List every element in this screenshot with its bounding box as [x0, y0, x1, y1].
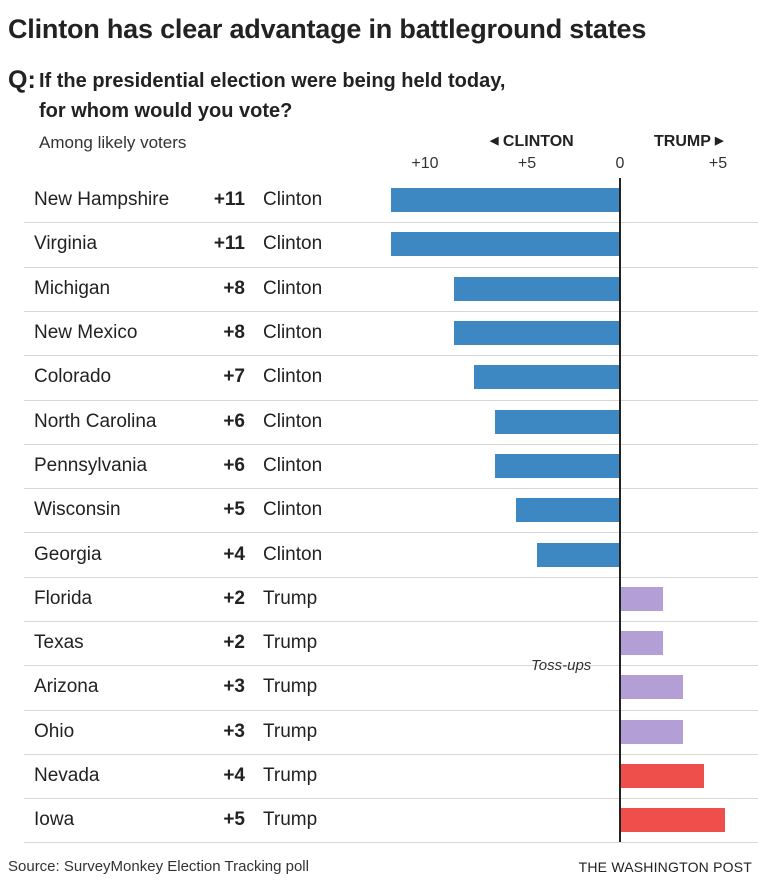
winner-label: Trump [263, 809, 318, 830]
state-label: New Mexico [34, 322, 138, 343]
state-label: Georgia [34, 544, 102, 565]
trump-side-text: TRUMP [654, 133, 711, 150]
winner-label: Trump [263, 721, 318, 742]
bar-new-mexico [453, 321, 620, 345]
row-divider [24, 710, 758, 711]
winner-label: Trump [263, 765, 318, 786]
state-label: Texas [34, 632, 84, 653]
margin-label: +6 [223, 455, 245, 476]
bar-michigan [453, 277, 620, 301]
bar-arizona [621, 675, 684, 699]
row-divider [24, 355, 758, 356]
bar-texas [621, 631, 663, 655]
row-divider [24, 444, 758, 445]
bar-florida [621, 587, 663, 611]
winner-label: Clinton [263, 233, 323, 254]
zero-axis-line [619, 178, 621, 842]
state-label: Colorado [34, 366, 112, 387]
chart-title: Clinton has clear advantage in battlegro… [8, 14, 647, 44]
state-label: Pennsylvania [34, 455, 148, 476]
axis-tick-right-5: +5 [708, 155, 728, 172]
question-line-2: for whom would you vote? [39, 100, 293, 122]
bar-iowa [621, 808, 725, 832]
publisher-credit: THE WASHINGTON POST [578, 859, 752, 875]
winner-label: Clinton [263, 322, 323, 343]
state-label: Wisconsin [34, 499, 121, 520]
margin-label: +11 [213, 233, 245, 254]
winner-label: Clinton [263, 189, 323, 210]
winner-label: Trump [263, 676, 318, 697]
bar-nevada [621, 764, 705, 788]
state-label: Nevada [34, 765, 100, 786]
margin-label: +3 [223, 676, 245, 697]
margin-label: +11 [213, 189, 245, 210]
row-divider [24, 311, 758, 312]
axis-tick-left-10: +10 [411, 155, 439, 172]
state-label: Arizona [34, 676, 99, 697]
state-label: Iowa [34, 809, 75, 830]
state-label: New Hampshire [34, 189, 170, 210]
row-divider [24, 798, 758, 799]
tossups-annotation: Toss-ups [531, 657, 592, 674]
axis-tick-left-5: +5 [517, 155, 537, 172]
subtitle: Among likely voters [39, 133, 187, 152]
axis-tick-zero: 0 [615, 155, 625, 172]
state-label: Florida [34, 588, 93, 609]
row-divider [24, 577, 758, 578]
margin-label: +5 [223, 809, 245, 830]
margin-label: +3 [223, 721, 245, 742]
row-divider [24, 621, 758, 622]
bar-colorado [474, 365, 620, 389]
question-line-1: If the presidential election were being … [39, 70, 506, 92]
winner-label: Clinton [263, 366, 323, 387]
source-note: Source: SurveyMonkey Election Tracking p… [8, 858, 309, 875]
left-arrow-icon: ◀ [490, 135, 499, 147]
bar-ohio [621, 720, 684, 744]
row-divider [24, 532, 758, 533]
winner-label: Clinton [263, 455, 323, 476]
bar-georgia [536, 543, 620, 567]
bar-north-carolina [495, 410, 620, 434]
clinton-side-label: ◀ CLINTON [490, 133, 574, 151]
margin-label: +2 [223, 632, 245, 653]
winner-label: Clinton [263, 278, 323, 299]
bar-pennsylvania [495, 454, 620, 478]
row-divider [24, 222, 758, 223]
row-divider [24, 754, 758, 755]
margin-label: +4 [223, 765, 245, 786]
question-label: Q: [8, 66, 36, 94]
margin-label: +4 [223, 544, 245, 565]
margin-label: +2 [223, 588, 245, 609]
right-arrow-icon: ▶ [715, 135, 724, 147]
row-divider [24, 842, 758, 843]
state-label: Virginia [34, 233, 98, 254]
margin-label: +6 [223, 411, 245, 432]
margin-label: +5 [223, 499, 245, 520]
state-label: Ohio [34, 721, 75, 742]
margin-label: +7 [223, 366, 245, 387]
state-label: North Carolina [34, 411, 157, 432]
bar-wisconsin [516, 498, 620, 522]
winner-label: Clinton [263, 544, 323, 565]
row-divider [24, 488, 758, 489]
trump-side-label: TRUMP ▶ [654, 133, 724, 151]
winner-label: Clinton [263, 411, 323, 432]
margin-label: +8 [223, 322, 245, 343]
bar-new-hampshire [391, 188, 620, 212]
state-label: Michigan [34, 278, 111, 299]
margin-label: +8 [223, 278, 245, 299]
winner-label: Clinton [263, 499, 323, 520]
clinton-side-text: CLINTON [502, 133, 574, 150]
row-divider [24, 665, 758, 666]
winner-label: Trump [263, 632, 318, 653]
row-divider [24, 400, 758, 401]
bar-virginia [391, 232, 620, 256]
row-divider [24, 267, 758, 268]
winner-label: Trump [263, 588, 318, 609]
